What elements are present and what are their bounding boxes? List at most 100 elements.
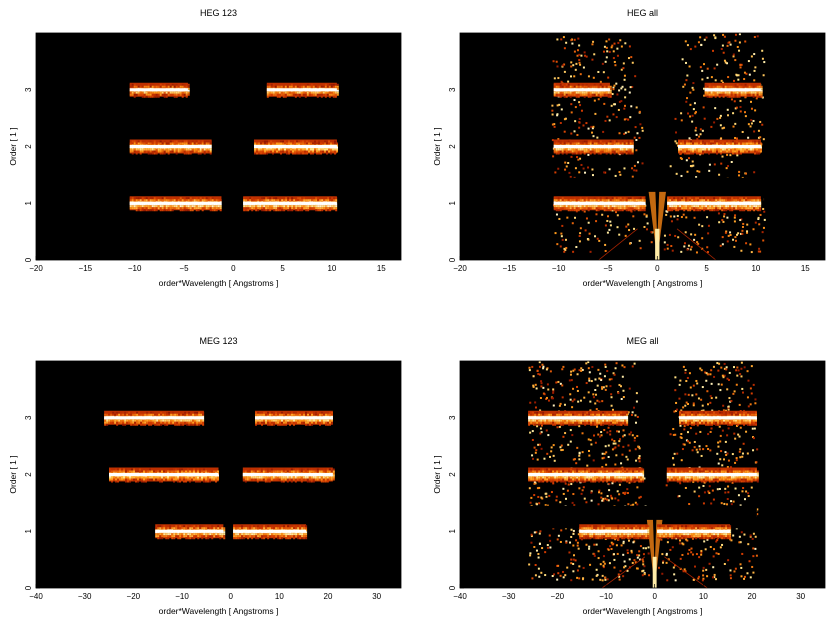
order-2-band-cell — [597, 142, 600, 145]
order-3-band-cell — [142, 413, 145, 416]
order-2-band-cell — [617, 140, 620, 143]
x-tick-label: −20 — [29, 264, 43, 273]
x-tick-label: −20 — [453, 264, 467, 273]
order-1-band-cell — [309, 207, 312, 210]
order-2-band-cell — [294, 142, 297, 145]
order-1-band-cell — [199, 533, 202, 536]
order-1-band-cell — [259, 533, 262, 536]
order-2-band-cell — [306, 142, 309, 145]
order-3-band-cell — [135, 85, 138, 88]
order-2-band-cell — [680, 140, 683, 143]
order-1-band-cell — [301, 207, 304, 210]
order-3-band-cell — [284, 93, 287, 96]
order-3-band-cell — [147, 93, 150, 96]
background-count — [732, 53, 735, 56]
background-count — [624, 42, 627, 45]
order-1-band-cell — [239, 525, 242, 528]
order-1-band-cell — [279, 209, 282, 212]
order-2-band-cell — [215, 476, 217, 479]
order-2-band-cell — [601, 150, 604, 153]
background-count — [739, 219, 742, 222]
background-count — [740, 249, 743, 252]
background-count — [695, 251, 698, 254]
background-count — [558, 103, 561, 106]
background-count — [578, 53, 581, 56]
order-1-band-cell — [183, 525, 186, 528]
order-2-band-cell — [207, 470, 209, 473]
background-count — [744, 111, 747, 114]
order-3-band-cell — [569, 95, 572, 98]
order-1-band-cell — [213, 199, 216, 202]
order-1-band-cell — [703, 197, 706, 200]
order-3-band-cell — [328, 93, 331, 96]
order-2-band-cell — [694, 142, 697, 145]
y-tick-label: 3 — [24, 87, 33, 92]
order-2-band-cell — [123, 470, 125, 473]
x-tick-label: 15 — [377, 264, 386, 273]
order-1-band-cell — [693, 205, 696, 208]
order-2-band-cell — [593, 148, 596, 151]
order-1-band-cell — [245, 199, 248, 202]
order-2-band-cell — [159, 480, 161, 483]
order-2-band-cell — [183, 142, 186, 145]
background-count — [701, 129, 704, 132]
order-2-band-cell — [557, 148, 560, 151]
order-2-band-cell — [137, 468, 139, 471]
order-1-band-cell — [697, 205, 700, 208]
order-2-band-cell — [310, 150, 313, 153]
background-count — [723, 215, 726, 218]
order-1-band-cell — [573, 205, 576, 208]
order-3-band-cell — [326, 85, 329, 88]
background-count — [729, 233, 732, 236]
order-2-band-cell — [117, 470, 119, 473]
order-3-band-cell — [133, 93, 136, 96]
order-3-band-cell — [163, 95, 166, 98]
order-1-band-cell — [743, 199, 746, 202]
background-count — [741, 225, 744, 228]
order-1-band-cell — [243, 535, 246, 538]
background-count — [552, 60, 555, 63]
order-1-band-cell — [667, 207, 670, 210]
order-1-band-cell — [555, 197, 558, 200]
order-2-band-cell — [173, 480, 175, 483]
background-count — [625, 117, 628, 120]
order-1-band-cell — [205, 527, 208, 530]
order-1-band-cell — [299, 205, 302, 208]
order-2-band-cell — [758, 140, 761, 143]
order-2-band-cell — [760, 146, 763, 149]
order-2-band-cell — [161, 148, 164, 151]
order-2-band-cell — [139, 148, 142, 151]
order-3-band-cell — [108, 421, 111, 424]
order-3-band-cell — [599, 93, 602, 96]
order-2-band-cell — [734, 140, 737, 143]
order-2-band-cell — [127, 470, 129, 473]
order-1-band-cell — [169, 535, 172, 538]
order-2-band-cell — [294, 148, 297, 151]
order-2-band-cell — [304, 150, 307, 153]
order-2-band-cell — [688, 152, 691, 155]
order-1-band-cell — [255, 527, 258, 530]
background-count — [733, 220, 736, 223]
order-2-band-cell — [561, 142, 564, 145]
background-count — [555, 213, 558, 216]
order-1-band-cell — [715, 199, 718, 202]
order-1-band-cell — [263, 533, 266, 536]
order-3-band-cell — [163, 83, 166, 86]
order-1-band-cell — [755, 205, 758, 208]
background-count — [732, 79, 735, 82]
order-2-band-cell — [185, 476, 187, 479]
order-2-band-cell — [147, 150, 150, 153]
background-count — [614, 103, 617, 106]
order-3-band-cell — [266, 93, 269, 96]
background-count — [606, 215, 609, 218]
order-2-band-cell — [153, 476, 155, 479]
order-2-band-cell — [611, 148, 614, 151]
order-1-band-cell — [177, 207, 180, 210]
order-1-band-cell — [189, 199, 192, 202]
order-2-band-cell — [328, 476, 331, 479]
background-count — [740, 63, 743, 66]
order-2-band-cell — [744, 142, 747, 145]
order-1-band-cell — [683, 205, 686, 208]
order-3-band-cell — [140, 413, 143, 416]
order-2-band-cell — [246, 470, 249, 473]
